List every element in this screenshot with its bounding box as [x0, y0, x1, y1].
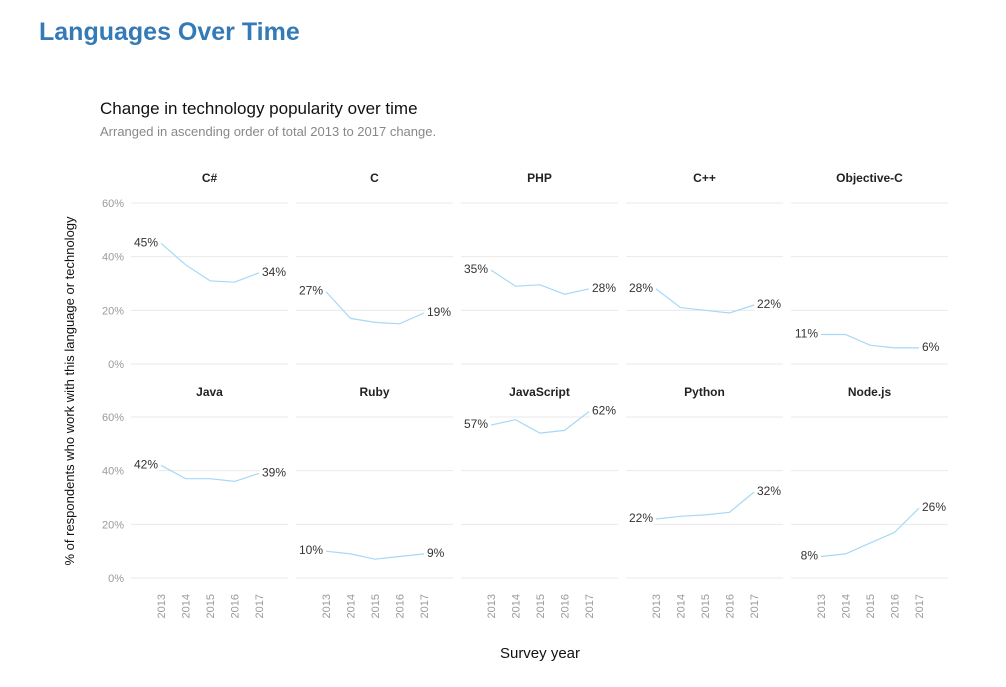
x-tick-label: 2014 [511, 594, 523, 618]
start-label-bg [459, 261, 489, 277]
x-tick-label: 2013 [651, 594, 663, 618]
start-value-label: 42% [134, 457, 158, 471]
x-tick-label: 2017 [254, 594, 266, 618]
start-value-label: 11% [795, 326, 818, 340]
start-value-label: 57% [464, 417, 488, 431]
x-tick-label: 2014 [346, 594, 358, 618]
x-tick-label: 2015 [205, 594, 217, 618]
x-tick-label: 2015 [535, 594, 547, 618]
x-tick-label: 2014 [676, 594, 688, 618]
y-tick-label: 0% [108, 573, 124, 585]
end-value-label: 22% [757, 297, 781, 311]
y-tick-label: 0% [108, 359, 124, 371]
end-label-bg [755, 295, 785, 311]
end-label-bg [920, 338, 950, 354]
start-value-label: 28% [629, 281, 653, 295]
y-tick-label: 40% [102, 466, 124, 478]
chart-title: Change in technology popularity over tim… [100, 99, 418, 118]
panel-title: Ruby [360, 385, 390, 399]
x-tick-label: 2015 [865, 594, 877, 618]
panel-title: PHP [527, 171, 552, 185]
start-value-label: 8% [801, 549, 819, 563]
end-label-bg [920, 499, 950, 515]
x-tick-label: 2014 [181, 594, 193, 618]
panel-title: Java [196, 385, 223, 399]
start-value-label: 22% [629, 511, 653, 525]
panel-title: C# [202, 171, 218, 185]
start-label-bg [789, 325, 819, 341]
end-label-bg [260, 263, 290, 279]
start-label-bg [129, 234, 159, 250]
start-label-bg [789, 547, 819, 563]
end-label-bg [425, 544, 455, 560]
x-tick-label: 2016 [890, 594, 902, 618]
panel-title: Objective-C [836, 171, 903, 185]
end-label-bg [755, 483, 785, 499]
x-tick-label: 2017 [584, 594, 596, 618]
y-axis-title: % of respondents who work with this lang… [62, 216, 77, 566]
chart-subtitle: Arranged in ascending order of total 201… [100, 124, 436, 139]
start-value-label: 10% [299, 543, 323, 557]
x-tick-label: 2016 [560, 594, 572, 618]
series-line [820, 507, 920, 558]
end-label-bg [590, 402, 620, 418]
x-tick-label: 2016 [230, 594, 242, 618]
x-tick-label: 2015 [370, 594, 382, 618]
x-tick-label: 2017 [419, 594, 431, 618]
start-label-bg [294, 542, 324, 558]
end-value-label: 62% [592, 404, 616, 418]
end-label-bg [260, 464, 290, 480]
y-tick-label: 40% [102, 252, 124, 264]
end-value-label: 34% [262, 265, 286, 279]
x-tick-label: 2014 [841, 594, 853, 618]
series-line [325, 550, 425, 560]
page-title: Languages Over Time [39, 18, 300, 46]
start-label-bg [294, 282, 324, 298]
x-tick-label: 2013 [156, 594, 168, 618]
start-label-bg [129, 456, 159, 472]
series-line [325, 291, 425, 325]
x-tick-label: 2013 [321, 594, 333, 618]
start-value-label: 27% [299, 284, 323, 298]
x-tick-label: 2017 [914, 594, 926, 618]
x-tick-label: 2013 [816, 594, 828, 618]
x-tick-label: 2013 [486, 594, 498, 618]
series-line [821, 333, 919, 349]
series-line [160, 464, 260, 483]
x-axis-title: Survey year [500, 645, 580, 662]
end-value-label: 28% [592, 281, 616, 295]
series-line [490, 411, 590, 434]
end-value-label: 32% [757, 484, 781, 498]
panel-title: C++ [693, 171, 716, 185]
series-line [655, 491, 755, 520]
start-label-bg [624, 279, 654, 295]
y-tick-label: 60% [102, 198, 124, 210]
end-value-label: 9% [427, 546, 445, 560]
series-line [160, 242, 260, 283]
series-line [490, 269, 590, 295]
start-label-bg [459, 416, 489, 432]
x-tick-label: 2017 [749, 594, 761, 618]
end-label-bg [425, 304, 455, 320]
x-tick-label: 2016 [395, 594, 407, 618]
y-tick-label: 20% [102, 519, 124, 531]
end-value-label: 6% [922, 340, 940, 354]
start-value-label: 35% [464, 262, 488, 276]
y-tick-label: 60% [102, 412, 124, 424]
y-tick-label: 20% [102, 305, 124, 317]
end-value-label: 19% [427, 305, 451, 319]
end-value-label: 26% [922, 500, 946, 514]
panel-title: JavaScript [509, 385, 570, 399]
start-value-label: 45% [134, 235, 158, 249]
series-line [655, 288, 755, 314]
panel-title: Python [684, 385, 725, 399]
panel-title: Node.js [848, 385, 892, 399]
x-tick-label: 2016 [725, 594, 737, 618]
start-label-bg [624, 509, 654, 525]
panel-title: C [370, 171, 379, 185]
end-value-label: 39% [262, 465, 286, 479]
end-label-bg [590, 279, 620, 295]
x-tick-label: 2015 [700, 594, 712, 618]
